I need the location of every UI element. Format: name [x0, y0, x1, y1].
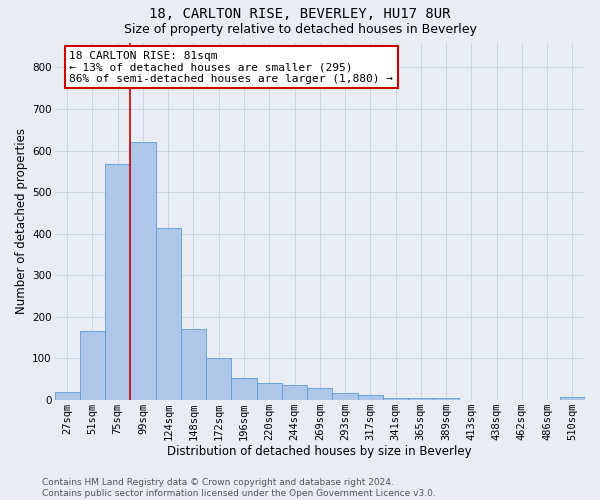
Bar: [155, 228, 181, 400]
Bar: [307, 388, 332, 400]
Bar: [358, 396, 383, 400]
Text: Contains HM Land Registry data © Crown copyright and database right 2024.
Contai: Contains HM Land Registry data © Crown c…: [42, 478, 436, 498]
Bar: [282, 385, 307, 400]
Text: Size of property relative to detached houses in Beverley: Size of property relative to detached ho…: [124, 22, 476, 36]
Bar: [408, 398, 433, 400]
Bar: [206, 358, 232, 400]
Y-axis label: Number of detached properties: Number of detached properties: [15, 128, 28, 314]
Bar: [181, 328, 206, 400]
Bar: [383, 398, 408, 400]
Bar: [105, 164, 130, 400]
Bar: [332, 394, 358, 400]
Bar: [257, 383, 282, 400]
Text: 18, CARLTON RISE, BEVERLEY, HU17 8UR: 18, CARLTON RISE, BEVERLEY, HU17 8UR: [149, 8, 451, 22]
Bar: [232, 378, 257, 400]
Bar: [130, 142, 155, 400]
Bar: [433, 398, 459, 400]
Bar: [80, 332, 105, 400]
X-axis label: Distribution of detached houses by size in Beverley: Distribution of detached houses by size …: [167, 444, 472, 458]
Bar: [55, 392, 80, 400]
Bar: [560, 396, 585, 400]
Text: 18 CARLTON RISE: 81sqm
← 13% of detached houses are smaller (295)
86% of semi-de: 18 CARLTON RISE: 81sqm ← 13% of detached…: [69, 51, 393, 84]
